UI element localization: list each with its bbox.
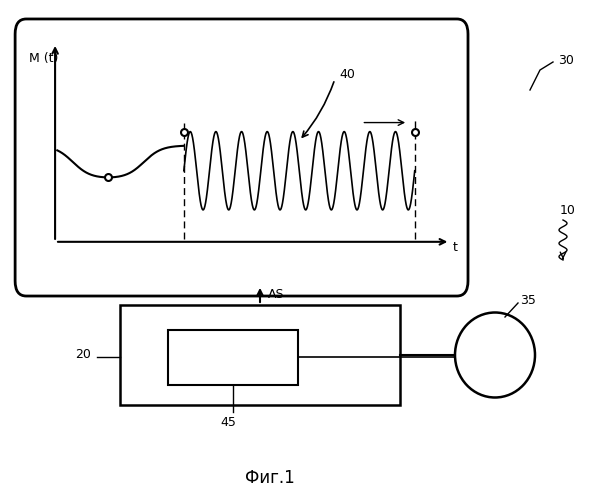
- Ellipse shape: [455, 312, 535, 398]
- Bar: [168, 330, 298, 385]
- FancyBboxPatch shape: [15, 19, 468, 296]
- Text: 45: 45: [220, 416, 236, 428]
- Text: 30: 30: [558, 54, 574, 66]
- Text: 35: 35: [520, 294, 536, 306]
- Text: 10: 10: [560, 204, 576, 216]
- Text: Фиг.1: Фиг.1: [245, 469, 295, 487]
- Text: 20: 20: [75, 348, 91, 362]
- Text: t: t: [452, 242, 457, 254]
- Text: M (t): M (t): [29, 52, 59, 64]
- Text: AS: AS: [268, 288, 284, 302]
- Text: 40: 40: [339, 68, 355, 81]
- Bar: [120, 305, 400, 405]
